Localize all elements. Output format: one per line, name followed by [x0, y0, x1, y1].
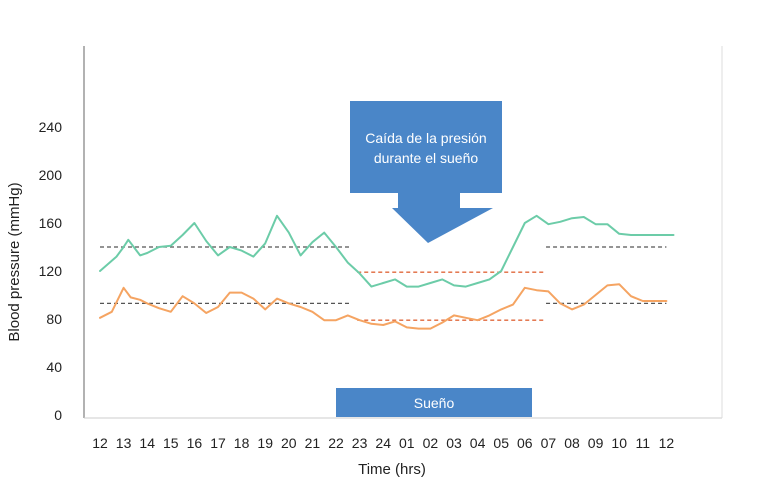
drop-callout: Caída de la presión durante el sueño: [350, 101, 502, 243]
x-tick-label: 02: [423, 435, 439, 451]
series-line-2: [99, 283, 668, 330]
x-tick-label: 15: [163, 435, 179, 451]
x-tick-label: 19: [257, 435, 273, 451]
x-tick-label: 21: [305, 435, 321, 451]
series-lines: [99, 214, 675, 330]
y-tick-label: 120: [39, 263, 63, 279]
x-tick-label: 13: [116, 435, 132, 451]
y-tick-label: 80: [46, 311, 62, 327]
x-tick-label: 20: [281, 435, 297, 451]
x-tick-label: 24: [375, 435, 391, 451]
x-tick-label: 05: [493, 435, 509, 451]
callout-line-2: durante el sueño: [374, 150, 479, 166]
y-tick-label: 240: [39, 119, 63, 135]
x-tick-label: 10: [611, 435, 627, 451]
x-tick-label: 14: [139, 435, 155, 451]
callout-arrow-shape: [350, 101, 502, 243]
series-line-1: [99, 214, 675, 288]
y-tick-labels: 0 40 80 120 160 200 240: [39, 119, 63, 423]
x-tick-label: 11: [636, 435, 651, 451]
x-tick-label: 16: [187, 435, 203, 451]
x-tick-label: 12: [659, 435, 675, 451]
sleep-bar-rect: [336, 388, 532, 417]
x-tick-label: 03: [446, 435, 462, 451]
y-tick-label: 40: [46, 359, 62, 375]
x-tick-label: 23: [352, 435, 368, 451]
x-axis-title: Time (hrs): [358, 461, 426, 478]
x-tick-label: 06: [517, 435, 533, 451]
reference-lines: [100, 246, 667, 321]
x-tick-label: 22: [328, 435, 344, 451]
x-tick-label: 09: [588, 435, 604, 451]
x-tick-label: 17: [210, 435, 226, 451]
x-tick-label: 01: [399, 435, 415, 451]
y-tick-label: 160: [39, 215, 63, 231]
y-axis-title: Blood pressure (mmHg): [6, 182, 23, 341]
sleep-bar-label: Sueño: [414, 395, 455, 411]
y-tick-label: 200: [39, 167, 63, 183]
x-tick-labels: 12 13 14 15 16 17 18 19 20 21 22 23 24 01 02 03 04 05 06 07…: [92, 435, 674, 451]
x-tick-label: 04: [470, 435, 486, 451]
callout-line-1: Caída de la presión: [365, 130, 486, 146]
x-tick-label: 07: [541, 435, 557, 451]
y-tick-label: 0: [54, 407, 62, 423]
sleep-period-bar: Sueño: [336, 388, 532, 417]
x-tick-label: 08: [564, 435, 580, 451]
x-tick-label: 18: [234, 435, 250, 451]
x-tick-label: 12: [92, 435, 108, 451]
